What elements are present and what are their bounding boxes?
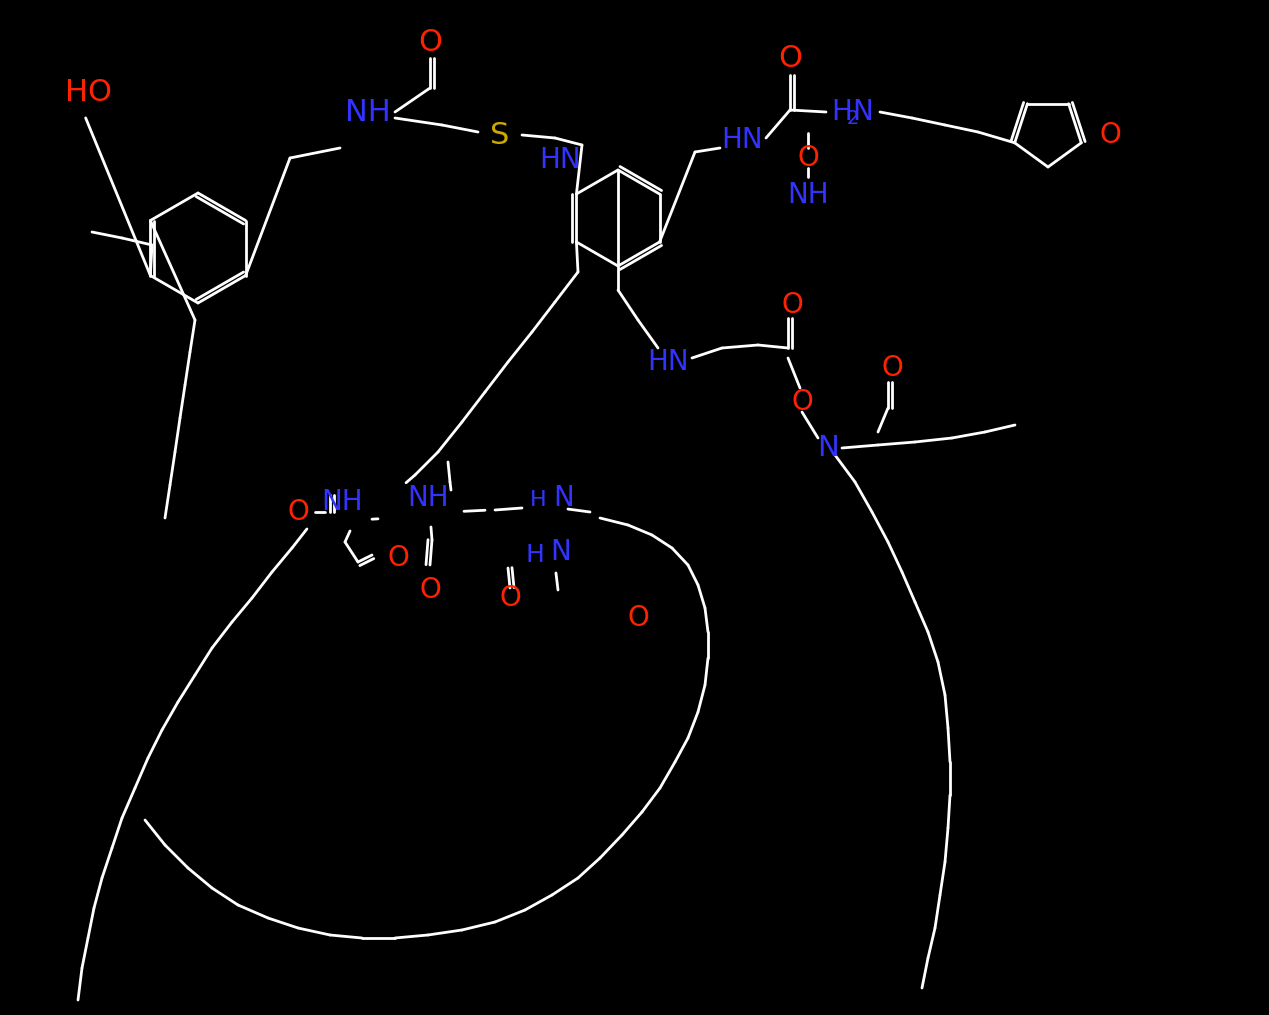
Text: N: N (817, 434, 839, 462)
Text: H: H (529, 490, 547, 510)
Text: 2: 2 (846, 109, 859, 128)
Text: HN: HN (721, 126, 763, 154)
Text: NH: NH (407, 484, 449, 512)
Text: H: H (831, 98, 853, 126)
Text: O: O (287, 498, 308, 526)
Text: N: N (549, 538, 571, 566)
Text: O: O (627, 604, 648, 632)
Text: O: O (797, 144, 819, 172)
Text: O: O (782, 291, 803, 319)
Text: O: O (418, 27, 442, 57)
Text: N: N (553, 484, 574, 512)
Text: S: S (490, 121, 510, 149)
Text: O: O (881, 354, 902, 382)
Text: O: O (499, 584, 520, 612)
Text: NH: NH (321, 488, 363, 516)
Text: O: O (791, 388, 813, 416)
Text: HO: HO (65, 77, 112, 107)
Text: H: H (525, 543, 544, 567)
Text: HN: HN (539, 146, 581, 174)
Text: O: O (419, 576, 440, 604)
Text: NH: NH (345, 97, 391, 127)
Text: HN: HN (647, 348, 689, 376)
Text: O: O (1099, 121, 1121, 149)
Text: NH: NH (787, 181, 829, 209)
Text: O: O (387, 544, 409, 572)
Text: O: O (778, 44, 802, 72)
Text: N: N (853, 98, 873, 126)
